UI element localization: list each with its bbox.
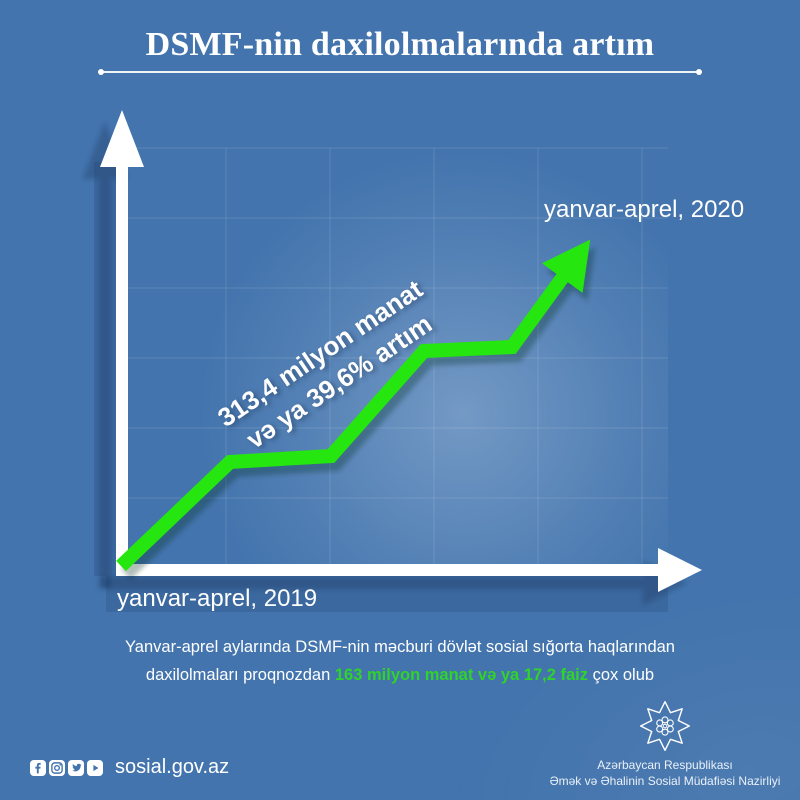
label-period-2019: yanvar-aprel, 2019 <box>117 585 318 612</box>
trend-line <box>116 239 591 572</box>
ministry-line-2: Əmək və Əhalinin Sosial Müdafiəsi Nazirl… <box>549 773 781 788</box>
facebook-icon[interactable] <box>30 759 46 776</box>
page-title: DSMF-nin daxilolmalarında artım <box>145 26 655 63</box>
x-axis <box>116 548 702 592</box>
y-axis <box>100 110 144 576</box>
ministry-block: Azərbaycan Respublikası Əmək və Əhalinin… <box>530 698 800 789</box>
youtube-icon[interactable] <box>87 759 103 776</box>
website-link[interactable]: sosial.gov.az <box>115 756 230 778</box>
summary-line-1: Yanvar-aprel aylarında DSMF-nin məcburi … <box>125 638 675 656</box>
label-period-2020: yanvar-aprel, 2020 <box>544 196 745 223</box>
highlight-value: 163 milyon manat və ya 17,2 faiz <box>334 666 588 685</box>
instagram-icon[interactable] <box>49 759 65 776</box>
summary-line-2-pre: daxilolmaları proqnozdan <box>145 666 331 685</box>
chart-grid <box>128 147 668 564</box>
ministry-line-1: Azərbaycan Respublikası <box>597 758 733 772</box>
summary-line-2-post: çox olub <box>593 666 654 684</box>
summary-text: Yanvar-aprel aylarında DSMF-nin məcburi … <box>0 633 800 689</box>
title-underline <box>98 69 702 75</box>
trend-line-shadow <box>121 247 596 580</box>
ministry-emblem-icon <box>639 700 691 752</box>
social-links: sosial.gov.az <box>30 756 229 779</box>
summary-line-2: daxilolmaları proqnozdan 163 milyon mana… <box>0 661 800 689</box>
twitter-icon[interactable] <box>68 759 84 776</box>
axis-shadows <box>83 122 687 605</box>
